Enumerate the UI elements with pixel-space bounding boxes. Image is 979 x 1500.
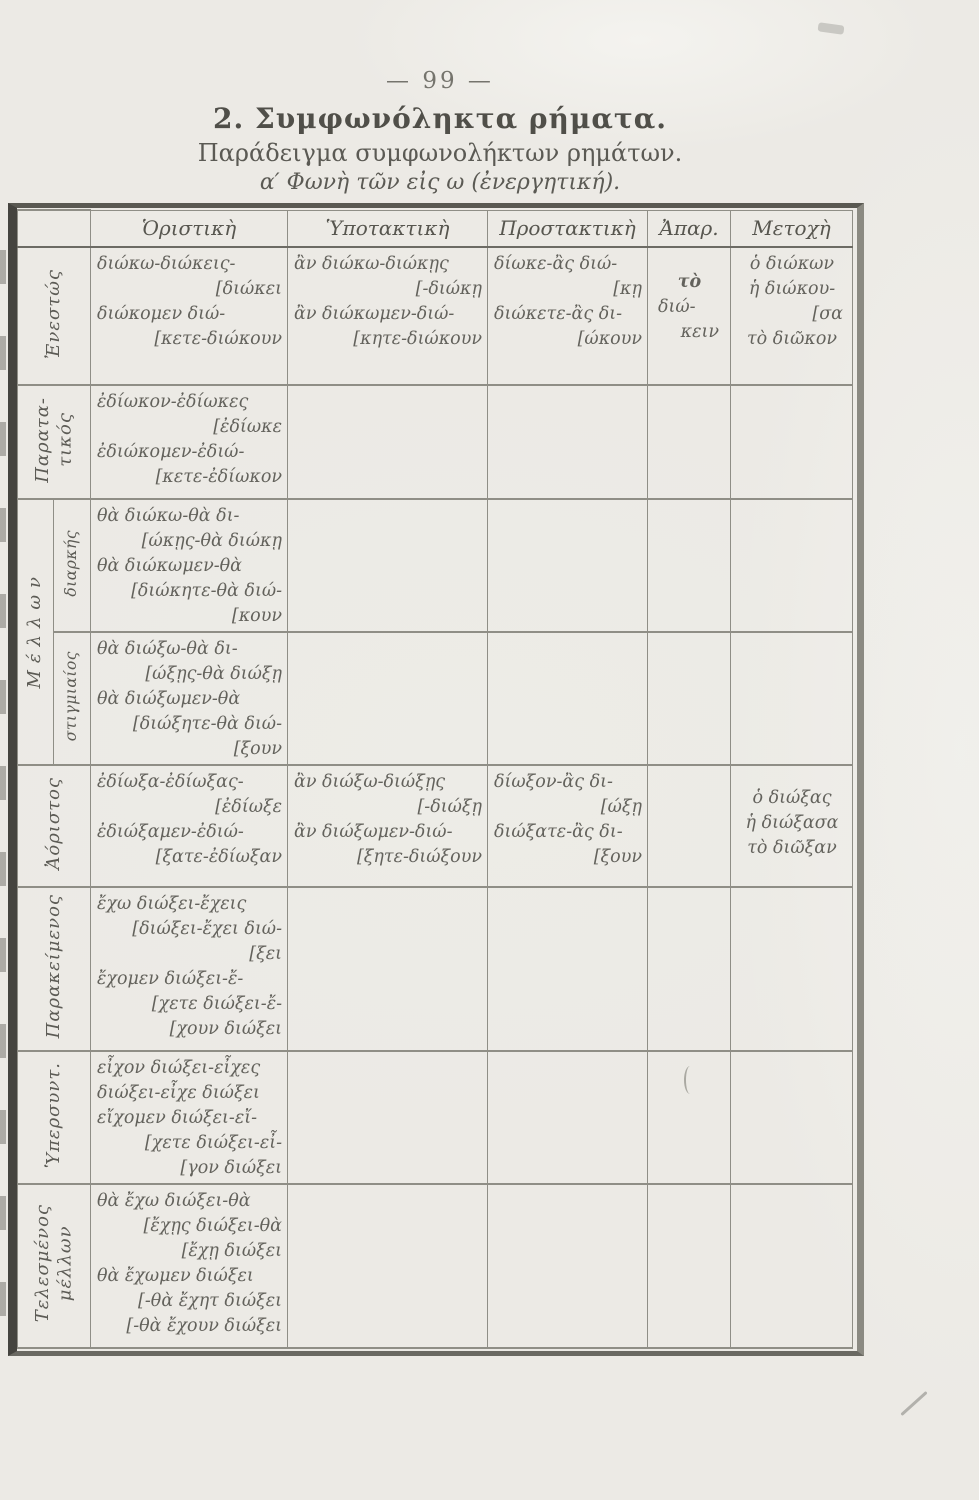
cell-mellon-diarkis-aparemfato-empty: [647, 497, 731, 633]
conjugation-table: Ὁριστικὴ Ὑποτακτικὴ Προστακτικὴ Ἀπαρ. Με…: [17, 209, 853, 1349]
col-header-metochi: Μετοχὴ: [730, 209, 853, 248]
table-row: Παρακείμενος ἔχω διώξει-ἔχεις [διώξει-ἔχε…: [17, 885, 853, 1052]
cell-aoristos-oristiki: ἐδίωξα-ἐδίωξας- [ἐδίωξε ἐδιώξαμεν-ἐδιώ- [ξα…: [90, 763, 288, 888]
cell-enestos-aparemfato: τὸ διώ-κειν: [647, 245, 731, 386]
cell-mellon-stigmiaios-ypotaktiki-empty: [287, 630, 488, 766]
cell-mellon-diarkis-ypotaktiki-empty: [287, 497, 488, 633]
cell-telesmenos-mellon-oristiki: θὰ ἔχω διώξει-θὰ [ἔχῃς διώξει-θὰ [ἔχῃ διώξ…: [90, 1182, 288, 1349]
table-row: στιγμιαίος θὰ διώξω-θὰ δι- [ώξῃς-θὰ διώξῃ…: [18, 630, 853, 766]
tense-label-text: Παρακείμενος: [42, 894, 64, 1039]
cell-enestos-metochi: ὁ διώκων ἡ διώκου- [σα τὸ διῶκον: [730, 245, 853, 386]
col-header-prostaktiki: Προστακτικὴ: [487, 209, 648, 248]
tense-sublabel-stigmiaios: στιγμιαίος: [53, 630, 91, 766]
cell-ypersyntelikos-metochi-empty: [730, 1049, 853, 1185]
table-row: Ἐνεστώς διώκω-διώκεις- [διώκει διώκομεν δι…: [17, 245, 853, 386]
page-subtitle: Παράδειγμα συμφωνολήκτων ρημάτων.: [197, 139, 683, 167]
tense-sublabel-diarkis: διαρκής: [53, 497, 91, 633]
tense-label-enestos: Ἐνεστώς: [17, 245, 91, 386]
cell-mellon-diarkis-prostaktiki-empty: [487, 497, 648, 633]
cell-telesmenos-mellon-metochi-empty: [730, 1182, 853, 1349]
tense-label-telesmenos-mellon: Τελεσμένος μέλλων: [17, 1182, 91, 1349]
cell-ypersyntelikos-ypotaktiki-empty: [287, 1049, 488, 1185]
scan-gutter-shadow: [0, 250, 6, 1330]
page-title: 2. Συμφωνόληκτα ρήματα.: [212, 102, 668, 135]
tense-sublabel-text: στιγμιαίος: [62, 650, 81, 742]
table-row: Μέλλων διαρκής θὰ διώκω-θὰ δι- [ώκῃς-θὰ δ…: [17, 497, 853, 766]
cell-paratatikos-oristiki: ἐδίωκον-ἐδίωκες [ἐδίωκε ἐδιώκομεν-ἐδιώ- [κε…: [90, 383, 288, 500]
col-header-ypotaktiki: Ὑποτακτικὴ: [287, 209, 488, 248]
tense-sublabel-text: διαρκής: [62, 529, 81, 597]
cell-telesmenos-mellon-ypotaktiki-empty: [287, 1182, 488, 1349]
cell-parakeimenos-oristiki: ἔχω διώξει-ἔχεις [διώξει-ἔχει διώ- [ξει ἔχο…: [90, 885, 288, 1052]
cell-ypersyntelikos-oristiki: εἶχον διώξει-εἶχες διώξει-εἶχε διώξει εἴχο…: [90, 1049, 288, 1185]
cell-mellon-stigmiaios-aparemfato-empty: [647, 630, 731, 766]
col-header-oristiki: Ὁριστικὴ: [90, 209, 288, 248]
cell-ypersyntelikos-prostaktiki-empty: [487, 1049, 648, 1185]
cell-mellon-stigmiaios-oristiki: θὰ διώξω-θὰ δι- [ώξῃς-θὰ διώξῃ θὰ διώξωμεν…: [90, 630, 288, 766]
cell-paratatikos-metochi-empty: [730, 383, 853, 500]
table-row: Παρατα-τικός ἐδίωκον-ἐδίωκες [ἐδίωκε ἐδιώκ…: [17, 383, 853, 500]
cell-mellon-diarkis-oristiki: θὰ διώκω-θὰ δι- [ώκῃς-θὰ διώκῃ θὰ διώκωμεν…: [90, 497, 288, 633]
tense-label-text: Ὑπερσυντ.: [42, 1061, 64, 1169]
table-row: Ἀόριστος ἐδίωξα-ἐδίωξας- [ἐδίωξε ἐδιώξαμεν…: [17, 763, 853, 888]
cell-aoristos-aparemfato-empty: [647, 763, 731, 888]
cell-paratatikos-aparemfato-empty: [647, 383, 731, 500]
tense-label-aoristos: Ἀόριστος: [17, 763, 91, 888]
tense-label-text: Ἀόριστος: [42, 777, 64, 870]
tense-label-ypersyntelikos: Ὑπερσυντ.: [17, 1049, 91, 1185]
voice-heading: α′ Φωνὴ τῶν εἰς ω (ἐνεργητική).: [259, 170, 621, 195]
cell-mellon-stigmiaios-prostaktiki-empty: [487, 630, 648, 766]
cell-telesmenos-mellon-aparemfato-empty: [647, 1182, 731, 1349]
cell-parakeimenos-aparemfato-empty: [647, 885, 731, 1052]
cell-aoristos-metochi: ὁ διώξας ἡ διώξασα τὸ διῶξαν: [730, 763, 853, 888]
tense-label-text: Ἐνεστώς: [42, 268, 64, 359]
page-number: — 99 —: [386, 68, 494, 94]
table-header-row: Ὁριστικὴ Ὑποτακτικὴ Προστακτικὴ Ἀπαρ. Με…: [17, 209, 853, 248]
cell-enestos-oristiki: διώκω-διώκεις- [διώκει διώκομεν διώ- [κετε-…: [90, 245, 288, 386]
cell-paratatikos-prostaktiki-empty: [487, 383, 648, 500]
table-corner-cell: [17, 209, 91, 248]
tense-label-text: Τελεσμένος μέλλων: [31, 1204, 76, 1323]
cell-enestos-prostaktiki: δίωκε-ἂς διώ- [κῃ διώκετε-ἂς δι- [ώκουν: [487, 245, 648, 386]
cell-parakeimenos-metochi-empty: [730, 885, 853, 1052]
cell-parakeimenos-prostaktiki-empty: [487, 885, 648, 1052]
cell-aoristos-ypotaktiki: ἂν διώξω-διώξῃς [-διώξῃ ἂν διώξωμεν-διώ- [ξ…: [287, 763, 488, 888]
tense-label-paratatikos: Παρατα-τικός: [17, 383, 91, 500]
table-row: Τελεσμένος μέλλων θὰ ἔχω διώξει-θὰ [ἔχῃς δ…: [17, 1182, 853, 1349]
book-page: — 99 — 2. Συμφωνόληκτα ρήματα. Παράδειγμ…: [0, 0, 979, 1416]
page-header: — 99 — 2. Συμφωνόληκτα ρήματα. Παράδειγμ…: [0, 0, 880, 195]
cell-mellon-stigmiaios-metochi-empty: [730, 630, 853, 766]
cell-aoristos-prostaktiki: δίωξον-ἂς δι- [ώξῃ διώξατε-ἂς δι- [ξουν: [487, 763, 648, 888]
scan-artifact-curve: [684, 1066, 696, 1094]
table-row: Ὑπερσυντ. εἶχον διώξει-εἶχες διώξει-εἶχε …: [17, 1049, 853, 1185]
cell-paratatikos-ypotaktiki-empty: [287, 383, 488, 500]
cell-enestos-ypotaktiki: ἂν διώκω-διώκῃς [-διώκῃ ἂν διώκωμεν-διώ- [κ…: [287, 245, 488, 386]
cell-telesmenos-mellon-prostaktiki-empty: [487, 1182, 648, 1349]
tense-label-text: Παρατα-τικός: [31, 396, 76, 483]
cell-mellon-diarkis-metochi-empty: [730, 497, 853, 633]
tense-label-text: Μέλλων: [24, 570, 46, 689]
tense-label-parakeimenos: Παρακείμενος: [17, 885, 91, 1052]
cell-parakeimenos-ypotaktiki-empty: [287, 885, 488, 1052]
tense-label-mellon: Μέλλων: [17, 497, 54, 766]
scan-pen-mark: [900, 1391, 928, 1416]
col-header-apar: Ἀπαρ.: [647, 209, 731, 248]
conjugation-table-frame: Ὁριστικὴ Ὑποτακτικὴ Προστακτικὴ Ἀπαρ. Με…: [8, 203, 864, 1356]
